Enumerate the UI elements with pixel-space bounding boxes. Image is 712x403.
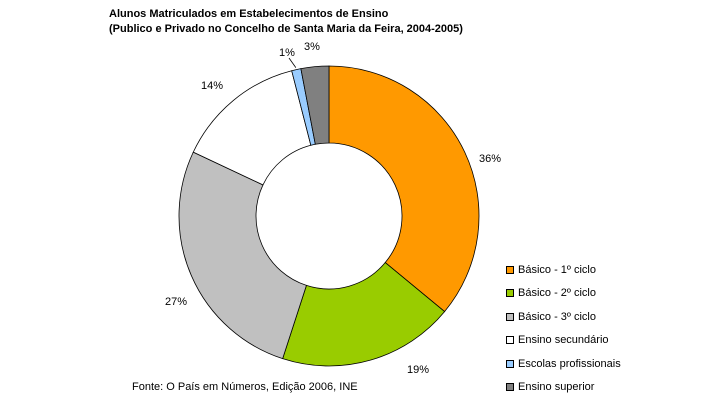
legend-swatch [506, 265, 514, 274]
legend-swatch [506, 383, 514, 392]
legend-item-5: Escolas profissionais [506, 352, 621, 376]
data-label-2: 19% [407, 364, 429, 376]
legend-swatch [506, 312, 514, 321]
legend-item-2: Básico - 2º ciclo [506, 282, 621, 306]
data-label-4: 14% [201, 80, 223, 92]
data-label-3: 27% [165, 296, 187, 308]
slice-2 [282, 261, 446, 367]
source-note: Fonte: O País em Números, Edição 2006, I… [132, 381, 358, 393]
legend-label: Ensino secundário [518, 334, 609, 347]
data-labels: 36% 19% 27% 14% 1% 3% [165, 41, 501, 376]
data-label-6: 3% [304, 41, 320, 53]
legend-swatch [506, 289, 514, 298]
slice-1 [328, 65, 480, 313]
data-label-1: 36% [479, 153, 501, 165]
legend-label: Básico - 3º ciclo [518, 310, 596, 323]
chart-title: Alunos Matriculados em Estabelecimentos … [109, 8, 389, 20]
leader-lines [288, 57, 297, 68]
legend-swatch [506, 336, 514, 345]
leader-line [288, 57, 297, 68]
legend-item-3: Básico - 3º ciclo [506, 305, 621, 329]
legend-item-1: Básico - 1º ciclo [506, 258, 621, 282]
slice-3 [178, 151, 307, 360]
legend-item-6: Ensino superior [506, 376, 621, 400]
legend-label: Básico - 1º ciclo [518, 263, 596, 276]
chart-subtitle: (Publico e Privado no Concelho de Santa … [109, 23, 463, 35]
legend-item-4: Ensino secundário [506, 329, 621, 353]
slice-6 [300, 65, 330, 145]
legend-swatch [506, 359, 514, 368]
legend: Básico - 1º ciclo Básico - 2º ciclo Básico… [506, 258, 621, 399]
donut-slices [178, 65, 480, 367]
legend-label: Básico - 2º ciclo [518, 287, 596, 300]
legend-label: Escolas profissionais [518, 357, 621, 370]
data-label-5: 1% [279, 47, 295, 59]
legend-label: Ensino superior [518, 381, 595, 394]
